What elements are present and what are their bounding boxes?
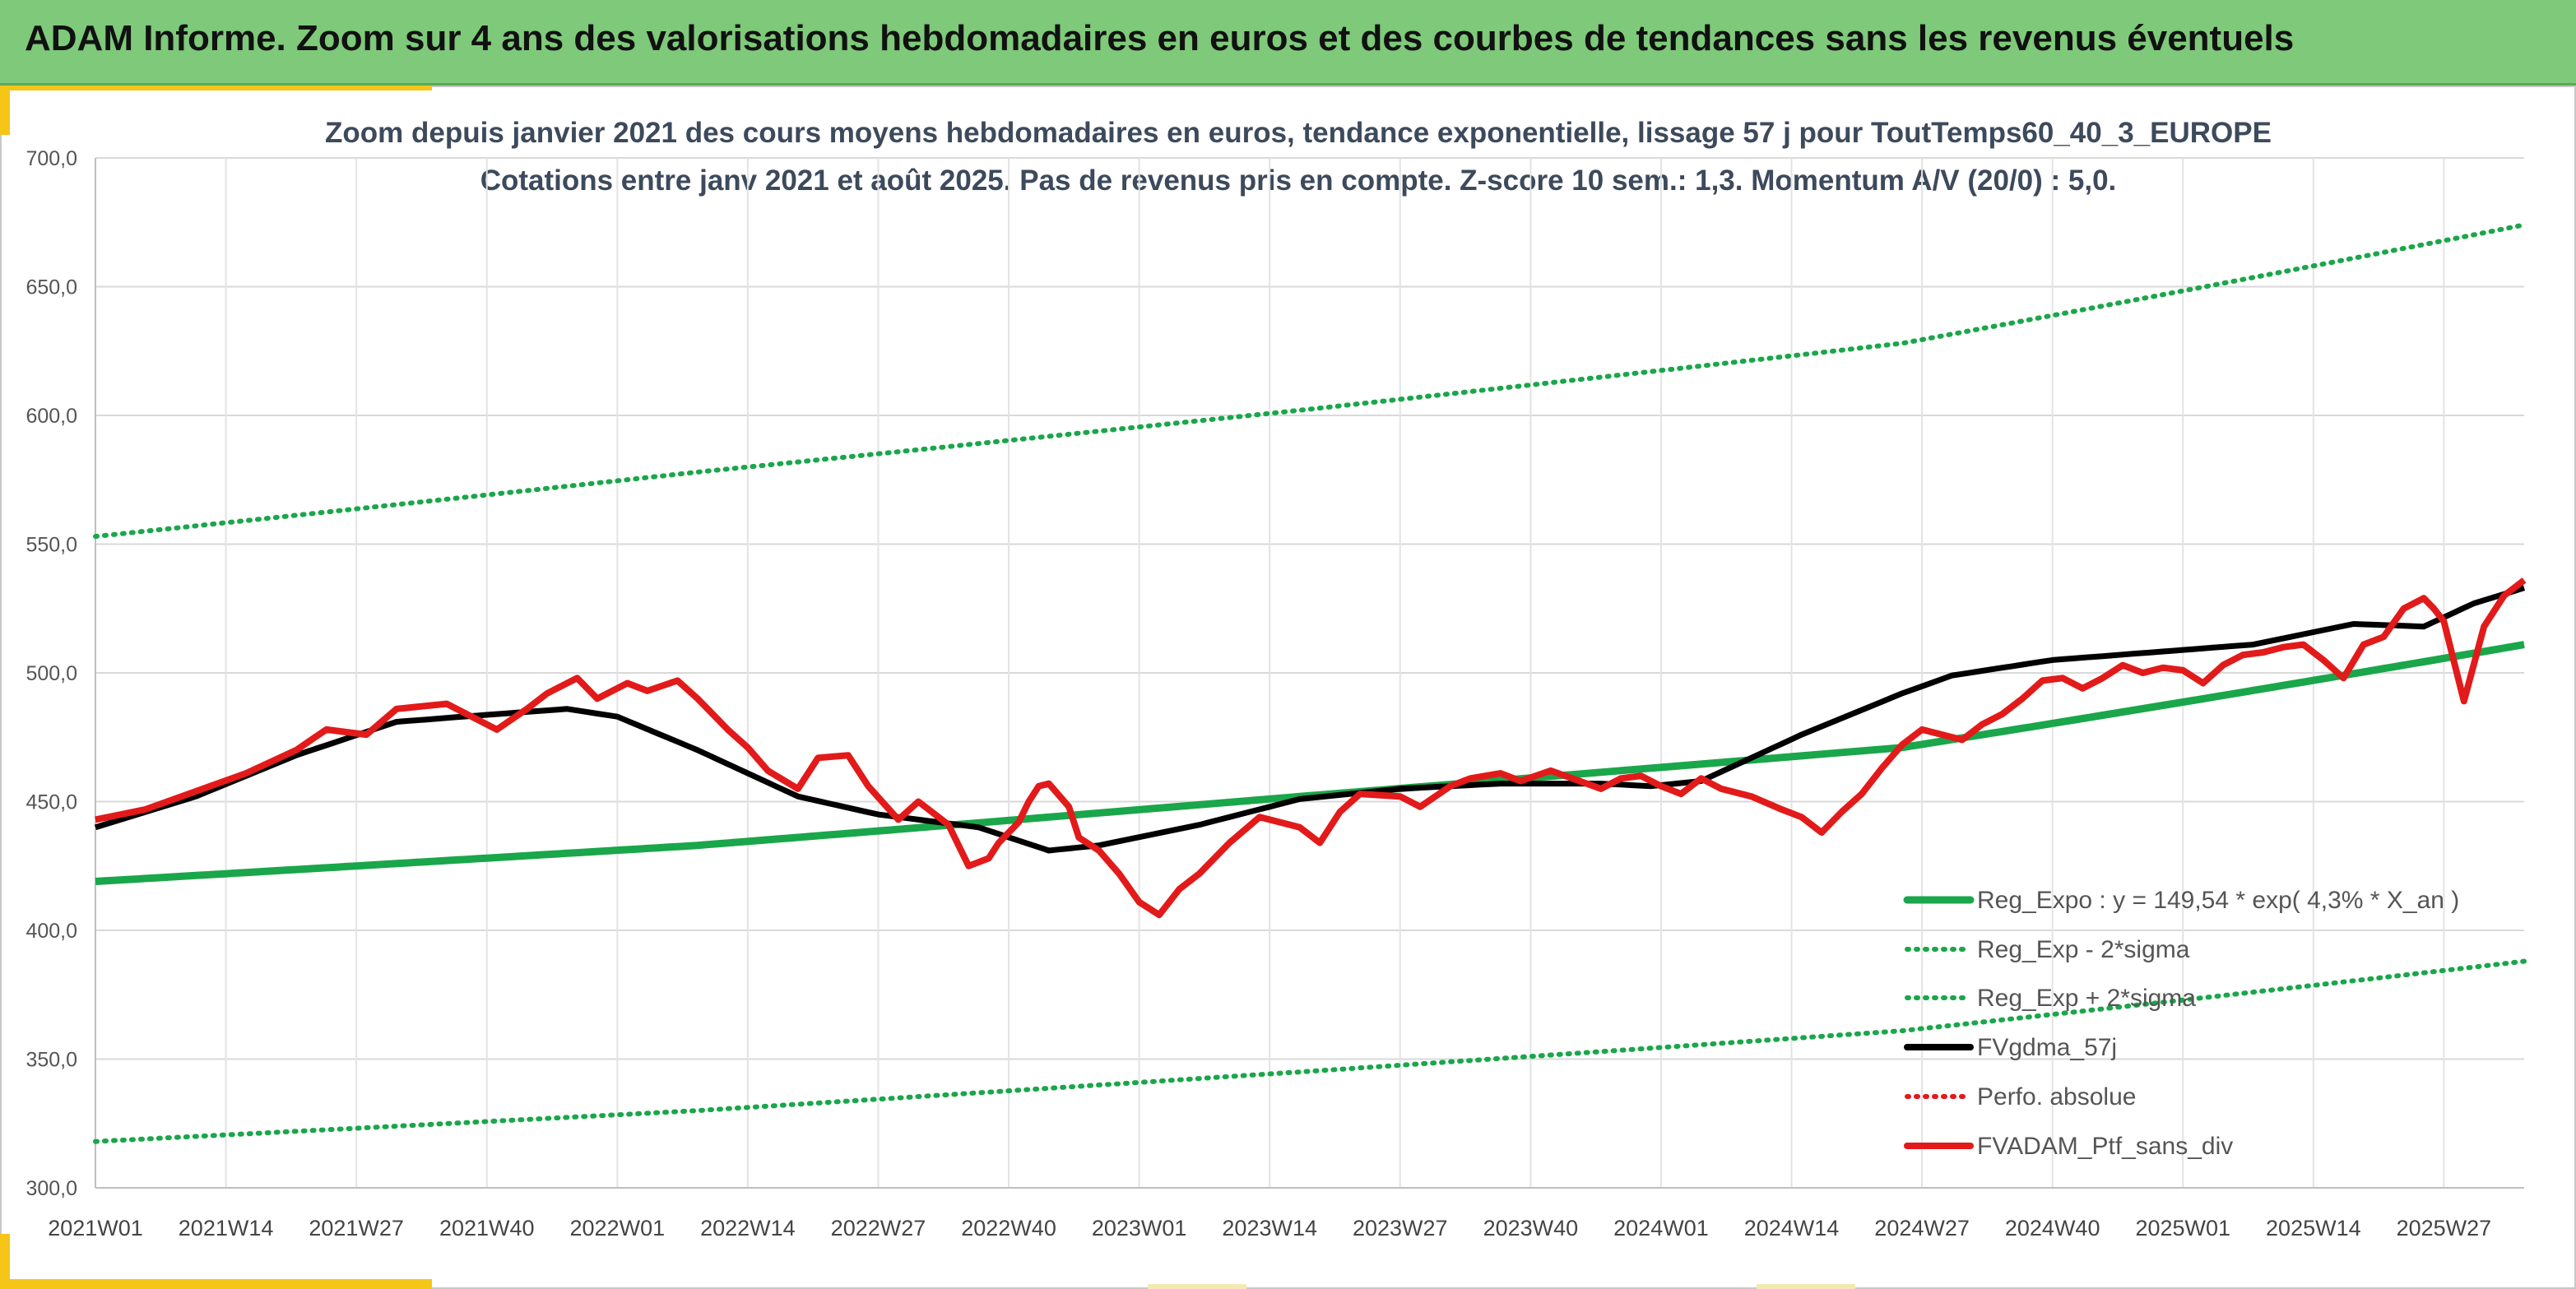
x-tick-label: 2023W01 [1092,1216,1187,1240]
legend-label: FVADAM_Ptf_sans_div [1977,1133,2233,1160]
x-tick-label: 2025W14 [2266,1216,2361,1240]
series-reg-exp-minus-2sigma [93,958,2527,1144]
x-tick-label: 2021W14 [179,1216,274,1240]
x-tick-label: 2024W14 [1744,1216,1840,1240]
x-tick-label: 2022W01 [570,1216,666,1240]
x-tick-label: 2024W01 [1613,1216,1709,1240]
x-tick-label: 2021W01 [48,1216,143,1240]
y-tick-label: 300,0 [26,1177,77,1200]
accent-bar-bottom-left [0,1234,10,1289]
y-tick-label: 700,0 [26,147,77,170]
y-tick-label: 450,0 [26,791,77,814]
accent-bar-bottom-right [1757,1284,1855,1289]
chart-axes: 700,0 650,0 600,0 550,0 500,0 450,0 400,0 350,0… [26,147,2524,1240]
y-tick-label: 400,0 [26,920,77,943]
x-tick-label: 2021W40 [439,1216,535,1240]
header-banner: ADAM Informe. Zoom sur 4 ans des valoris… [0,0,2576,86]
series-fvgdma-57j [94,585,2526,854]
x-tick-label: 2025W01 [2135,1216,2230,1240]
legend-label: Perfo. absolue [1977,1083,2136,1110]
chart-grid [95,157,2524,1189]
x-tick-label: 2022W27 [831,1216,926,1240]
y-tick-label: 600,0 [26,405,77,428]
chart-series [93,222,2527,1144]
accent-bar-left [0,86,10,135]
chart-frame [0,86,2576,1289]
chart-title-line2: Cotations entre janv 2021 et août 2025. … [480,165,2117,197]
y-tick-label: 350,0 [26,1049,77,1072]
series-reg-exp-plus-2sigma [93,222,2527,540]
page-title: ADAM Informe. Zoom sur 4 ans des valoris… [25,18,2295,58]
y-tick-label: 650,0 [26,276,77,299]
legend-label: FVgdma_57j [1977,1034,2117,1061]
series-reg-expo [95,641,2525,885]
x-tick-label: 2022W14 [700,1216,796,1240]
y-tick-label: 550,0 [26,534,77,557]
x-tick-label: 2024W40 [2005,1216,2100,1240]
chart-title-line1: Zoom depuis janvier 2021 des cours moyen… [325,117,2272,149]
x-tick-label: 2022W40 [961,1216,1056,1240]
accent-bar-bottom [0,1279,432,1289]
series-fvadam-ptf-sans-div [95,577,2527,919]
legend-label: Reg_Exp - 2*sigma [1977,936,2190,963]
accent-bar-top [0,86,432,90]
x-tick-label: 2023W14 [1222,1216,1317,1240]
legend-label: Reg_Exp + 2*sigma [1977,985,2196,1012]
chart-legend: Reg_Expo : y = 149,54 * exp( 4,3% * X_an… [1903,887,2459,1160]
legend-label: Reg_Expo : y = 149,54 * exp( 4,3% * X_an… [1977,887,2459,914]
accent-bar-bottom-middle [1148,1284,1246,1289]
x-tick-label: 2024W27 [1874,1216,1970,1240]
x-tick-label: 2023W27 [1353,1216,1448,1240]
x-tick-label: 2025W27 [2397,1216,2492,1240]
x-tick-label: 2023W40 [1483,1216,1579,1240]
y-tick-label: 500,0 [26,662,77,685]
x-tick-label: 2021W27 [309,1216,404,1240]
